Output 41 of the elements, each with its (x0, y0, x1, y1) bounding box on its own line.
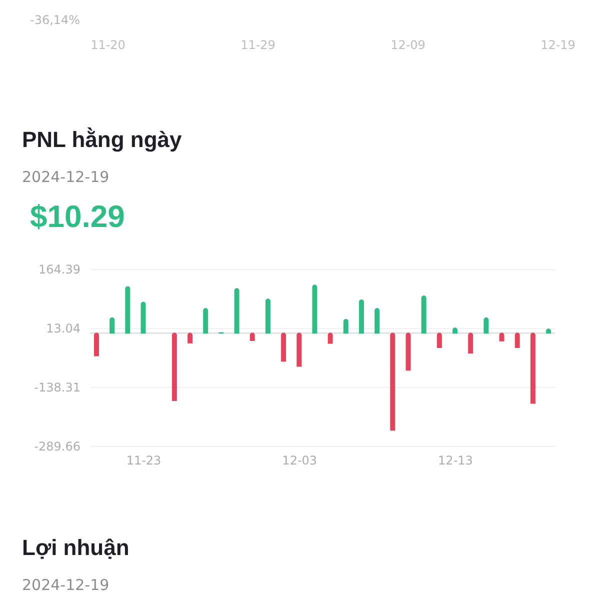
bar (203, 308, 208, 334)
text: 11-20 (90, 38, 126, 52)
bar (140, 302, 146, 334)
bar (312, 284, 318, 334)
bar (296, 332, 302, 367)
chart-title: PNL hằng ngày (22, 127, 182, 152)
bar (436, 332, 442, 348)
text: 12-09 (390, 38, 426, 52)
text: 11-29 (240, 38, 276, 52)
text: $10.29 (30, 199, 125, 234)
bar (110, 317, 115, 334)
text: 12-19 (540, 38, 576, 52)
bar (94, 332, 99, 356)
bar (374, 308, 380, 334)
bar (484, 317, 489, 334)
bar (358, 299, 364, 334)
bar (172, 332, 177, 402)
bar (328, 332, 333, 344)
x-tick-label: 11-23 (126, 454, 162, 468)
y-tick-label: -138.31 (34, 380, 80, 394)
bar (234, 288, 240, 334)
x-tick-label: 12-03 (282, 454, 318, 468)
text: Lợi nhuận (22, 535, 130, 560)
x-tick-label: 12-13 (438, 454, 473, 468)
bar (468, 332, 474, 354)
bar (390, 332, 396, 431)
y-tick-label: 13.04 (46, 322, 80, 336)
bar (188, 332, 193, 344)
text: 2024-12-19 (22, 576, 110, 594)
y-tick-label: -289.66 (34, 440, 80, 454)
y-tick-label: 164.39 (38, 262, 80, 276)
bar (421, 296, 426, 334)
bar (125, 286, 130, 334)
bar (514, 332, 520, 348)
bar (530, 332, 536, 404)
text: -36,14% (30, 13, 80, 27)
bar (281, 332, 286, 362)
bar (406, 332, 411, 371)
bar (265, 298, 270, 334)
bar (343, 318, 348, 334)
chart-subtitle: 2024-12-19 (22, 168, 110, 186)
